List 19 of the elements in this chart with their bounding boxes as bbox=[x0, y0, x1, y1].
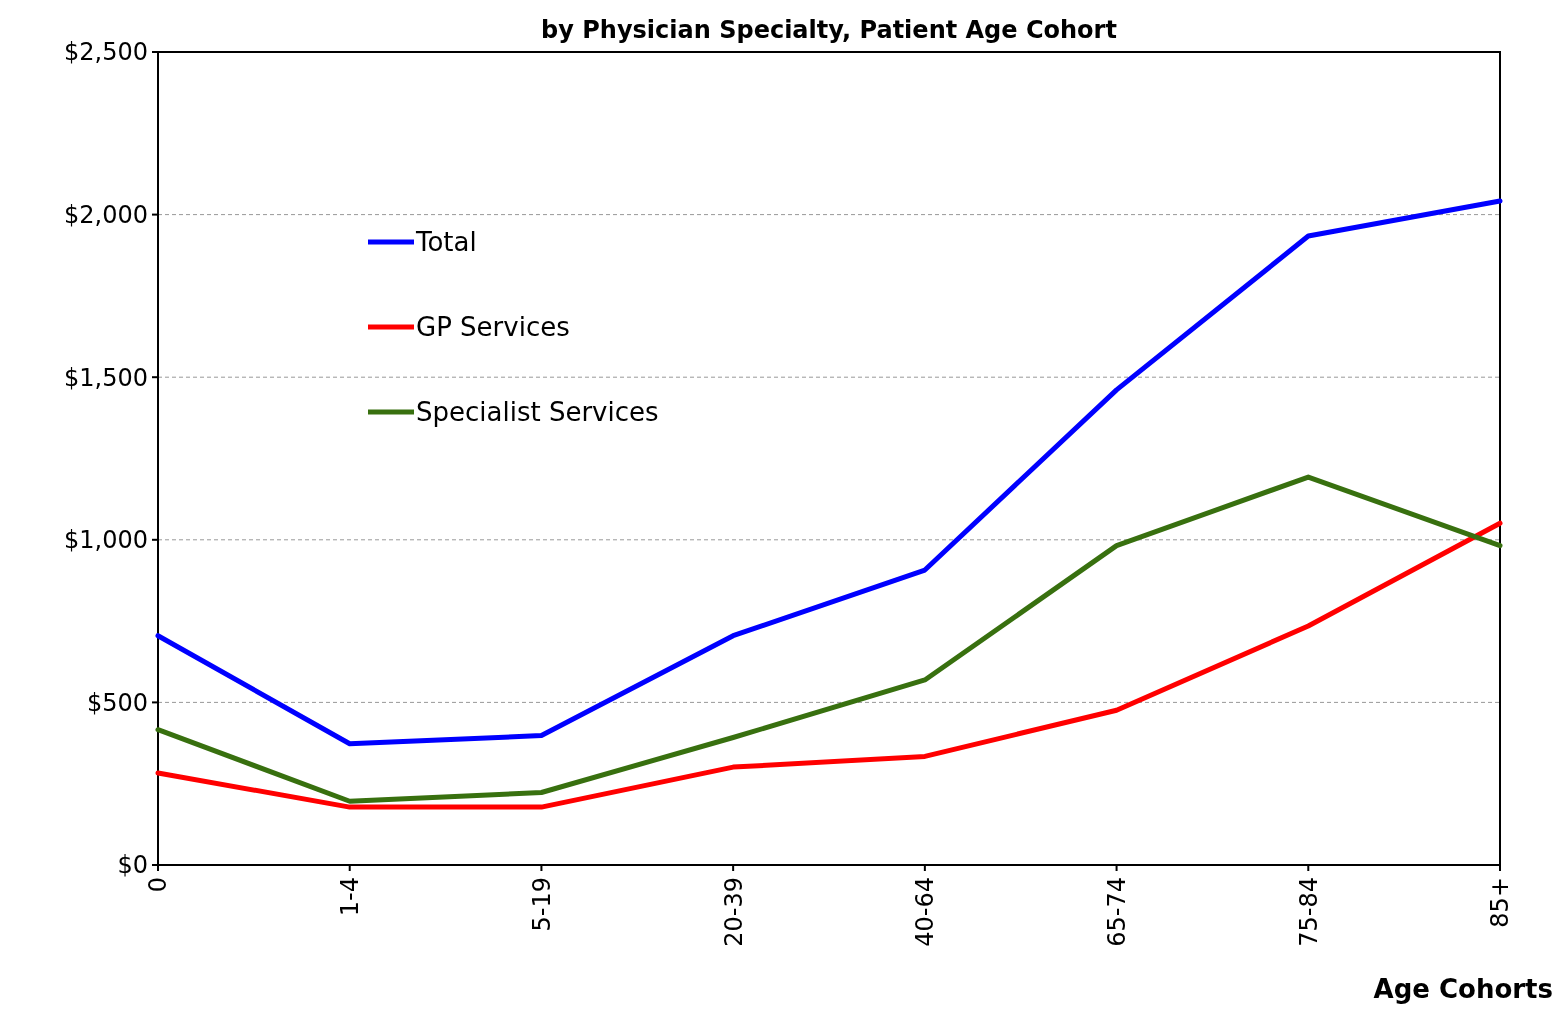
x-tick-label: 75-84 bbox=[1294, 877, 1323, 947]
legend-label: Total bbox=[415, 227, 477, 258]
x-tick-label: 20-39 bbox=[719, 877, 748, 947]
x-axis-title: Age Cohorts bbox=[1373, 974, 1553, 1004]
y-tick-label: $2,000 bbox=[64, 201, 148, 229]
legend-label: GP Services bbox=[416, 312, 570, 343]
y-tick-label: $1,000 bbox=[64, 526, 148, 555]
x-tick-label: 40-64 bbox=[911, 877, 940, 947]
x-tick-label: 5-19 bbox=[527, 877, 556, 932]
y-tick-label: $0 bbox=[117, 851, 148, 880]
x-tick-label: 0 bbox=[144, 877, 173, 893]
legend-label: Specialist Services bbox=[416, 397, 659, 428]
y-tick-label: $2,500 bbox=[64, 38, 148, 67]
x-tick-label: 85+ bbox=[1486, 877, 1515, 928]
chart-title: by Physician Specialty, Patient Age Cohort bbox=[541, 16, 1117, 44]
y-tick-label: $1,500 bbox=[64, 363, 148, 392]
y-tick-label: $500 bbox=[86, 688, 148, 717]
x-tick-label: 1-4 bbox=[336, 877, 365, 917]
x-tick-label: 65-74 bbox=[1102, 877, 1131, 947]
